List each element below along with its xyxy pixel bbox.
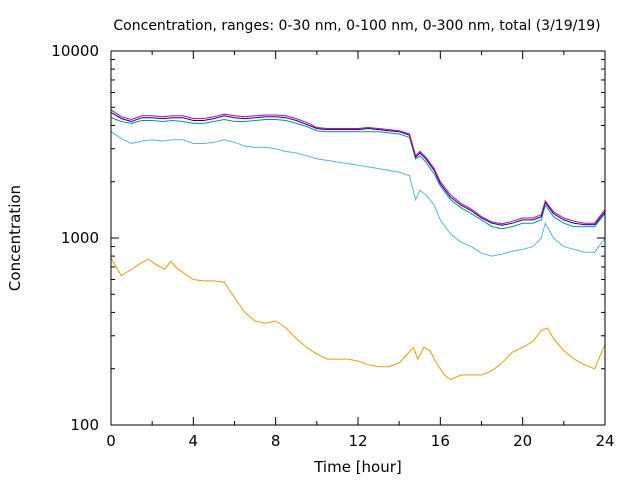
x-tick-label: 12 [348, 432, 367, 450]
plot-frame [110, 50, 606, 426]
y-tick-label: 10000 [51, 42, 99, 60]
y-axis: 100 1000 10000 [51, 42, 605, 434]
x-tick-label: 8 [271, 432, 281, 450]
y-tick-label: 1000 [61, 229, 99, 247]
x-axis: 0 4 8 12 16 20 24 [106, 51, 615, 450]
chart-title: Concentration, ranges: 0-30 nm, 0-100 nm… [113, 18, 600, 34]
series-line-3 [110, 117, 606, 230]
series-line-2 [110, 131, 606, 257]
x-tick-label: 0 [106, 432, 116, 450]
series-line-4 [110, 111, 606, 226]
x-tick-label: 16 [431, 432, 450, 450]
series-line-1 [110, 257, 606, 381]
y-axis-label: Concentration [6, 185, 24, 291]
x-tick-label: 24 [595, 432, 614, 450]
x-tick-label: 20 [513, 432, 532, 450]
series-line-5 [110, 109, 606, 225]
x-tick-label: 4 [189, 432, 199, 450]
plot-series [110, 109, 606, 381]
y-tick-label: 100 [70, 416, 99, 434]
x-axis-label: Time [hour] [313, 458, 402, 476]
